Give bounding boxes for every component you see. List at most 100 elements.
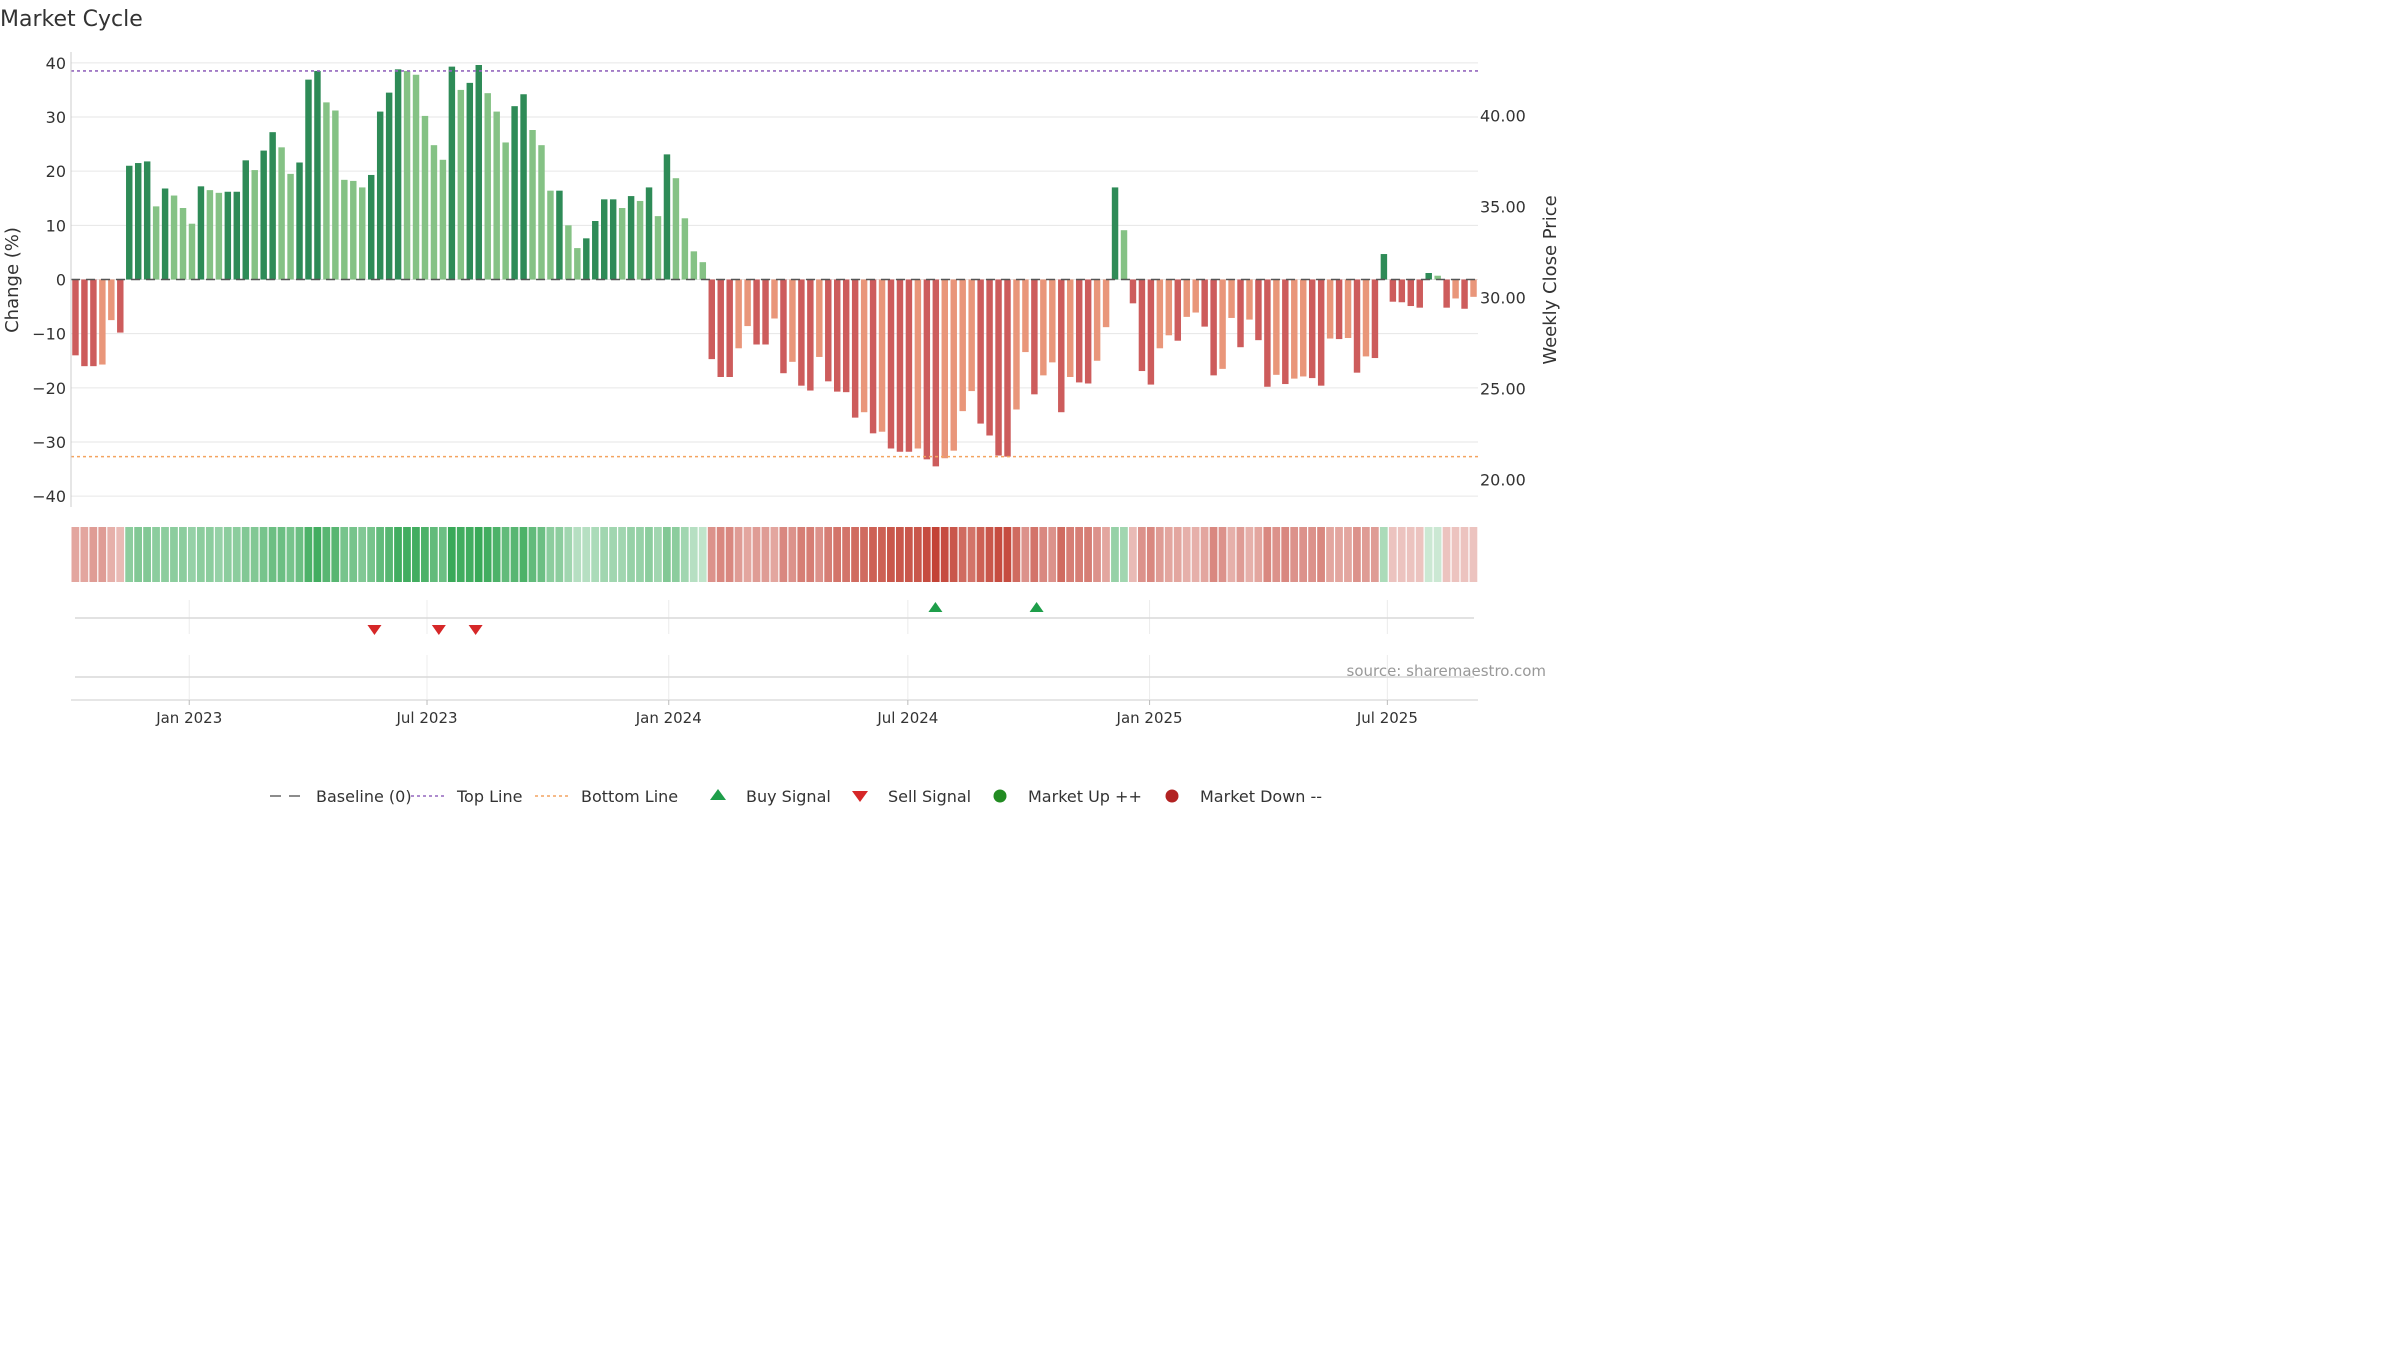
- y-tick-label: 0: [56, 271, 66, 290]
- band-cell: [1200, 527, 1209, 582]
- bar: [851, 279, 859, 418]
- market-cycle-chart: Market Cycle −40 −30 −20 −10 0 10 20 30 40 20.00 2…: [0, 7, 1560, 806]
- band-cell: [268, 527, 277, 582]
- bar: [108, 279, 115, 321]
- bar: [735, 279, 742, 349]
- bar: [1246, 279, 1253, 320]
- bar: [1093, 279, 1101, 361]
- bar: [376, 111, 384, 280]
- bar: [869, 279, 877, 434]
- band-cell: [1335, 527, 1343, 582]
- bar: [188, 223, 196, 280]
- x-tick-label: Jul 2024: [876, 709, 938, 727]
- bar: [332, 110, 339, 280]
- bar: [995, 279, 1002, 456]
- band-cell: [994, 527, 1003, 582]
- band-cell: [71, 527, 80, 582]
- band-cell: [1263, 527, 1272, 582]
- bar: [1335, 279, 1343, 340]
- bar: [645, 187, 653, 280]
- band-cell: [1290, 527, 1299, 582]
- band-cell: [895, 527, 904, 582]
- bar: [269, 132, 276, 280]
- band-cell: [1021, 527, 1030, 582]
- band-cell: [313, 527, 322, 582]
- legend-item: Buy Signal: [710, 787, 831, 806]
- bar: [170, 195, 178, 280]
- bar: [798, 279, 805, 386]
- bar: [744, 279, 751, 327]
- bar: [1470, 279, 1477, 297]
- bar: [690, 251, 698, 280]
- band-cell: [1075, 527, 1083, 582]
- y-right-tick-label: 30.00: [1480, 289, 1526, 308]
- bar: [887, 279, 895, 449]
- bar: [1362, 279, 1370, 357]
- legend-swatch: [710, 789, 726, 800]
- bar: [350, 180, 357, 280]
- band-cell: [967, 527, 976, 582]
- y-tick-label: −30: [32, 433, 66, 452]
- legend-item: Baseline (0): [270, 787, 412, 806]
- bar: [367, 174, 375, 280]
- band-cell: [600, 527, 609, 582]
- band-cell: [340, 527, 349, 582]
- band-cell: [815, 527, 824, 582]
- bar: [242, 160, 249, 280]
- bar: [359, 187, 366, 280]
- bar: [726, 279, 733, 377]
- band-cell: [1272, 527, 1281, 582]
- band-cell: [1182, 527, 1191, 582]
- band-cell: [1039, 527, 1048, 582]
- band-cell: [869, 527, 877, 582]
- bar: [1425, 273, 1432, 280]
- bar: [825, 279, 832, 382]
- band-cell: [860, 527, 868, 582]
- band-cell: [761, 527, 770, 582]
- bar: [663, 154, 671, 280]
- bar: [72, 279, 79, 356]
- reference-lines: [71, 70, 1478, 458]
- bar: [206, 190, 214, 280]
- band-cell: [618, 527, 626, 582]
- bar: [260, 150, 267, 280]
- axes: −40 −30 −20 −10 0 10 20 30 40 20.00 25.00 30.00 35.0…: [32, 52, 1526, 507]
- bar: [860, 279, 868, 413]
- band-cell: [1191, 527, 1200, 582]
- band-cell: [286, 527, 295, 582]
- bar: [439, 159, 447, 280]
- x-tick-label: Jul 2023: [395, 709, 457, 727]
- bar: [314, 70, 321, 280]
- bar: [1407, 279, 1415, 307]
- band-cell: [429, 527, 438, 582]
- bar: [1353, 279, 1361, 373]
- band-cell: [555, 527, 564, 582]
- y-tick-label: 30: [46, 108, 66, 127]
- band-cell: [152, 527, 160, 582]
- band-cell: [662, 527, 671, 582]
- band-cell: [385, 527, 393, 582]
- y-tick-label: −20: [32, 379, 66, 398]
- sell-signal-marker: [431, 625, 446, 635]
- bar: [323, 102, 330, 280]
- band-cell: [447, 527, 456, 582]
- bar: [842, 279, 850, 393]
- bar: [520, 94, 527, 280]
- band-cell: [1102, 527, 1110, 582]
- legend-item: Top Line: [411, 787, 522, 806]
- bar: [878, 279, 886, 432]
- bar: [1461, 279, 1468, 309]
- band-cell: [887, 527, 895, 582]
- bar: [1174, 279, 1182, 341]
- bar: [1228, 279, 1235, 318]
- bar: [493, 111, 500, 280]
- band-cell: [80, 527, 89, 582]
- bar: [134, 163, 142, 280]
- bar: [341, 179, 348, 280]
- bar: [305, 79, 312, 280]
- bar: [1129, 279, 1137, 304]
- bar: [502, 142, 509, 280]
- band-cell: [528, 527, 537, 582]
- bar: [1317, 279, 1325, 386]
- bar: [834, 279, 841, 392]
